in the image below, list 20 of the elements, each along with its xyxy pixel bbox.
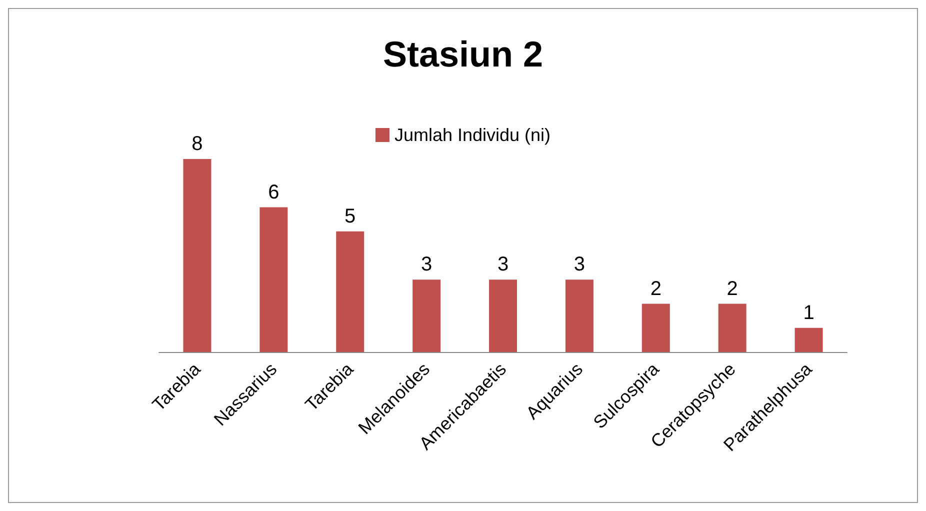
data-label: 3	[420, 254, 432, 276]
data-label: 2	[726, 278, 738, 300]
bar	[336, 231, 364, 352]
bar	[565, 280, 594, 352]
bar	[183, 159, 212, 352]
data-label: 3	[574, 254, 586, 276]
bar	[794, 328, 823, 352]
bar	[260, 207, 288, 352]
data-label: 6	[268, 181, 280, 204]
data-label: 8	[192, 133, 203, 155]
legend-label: Jumlah Individu (ni)	[394, 125, 551, 145]
chart-title: Stasiun 2	[382, 34, 544, 74]
bar	[718, 304, 746, 352]
data-label: 5	[344, 205, 356, 228]
bar	[489, 280, 517, 352]
data-label: 3	[497, 254, 509, 276]
data-label: 2	[650, 278, 662, 300]
data-label: 1	[803, 302, 814, 324]
bar	[412, 280, 441, 352]
bar	[642, 304, 670, 352]
